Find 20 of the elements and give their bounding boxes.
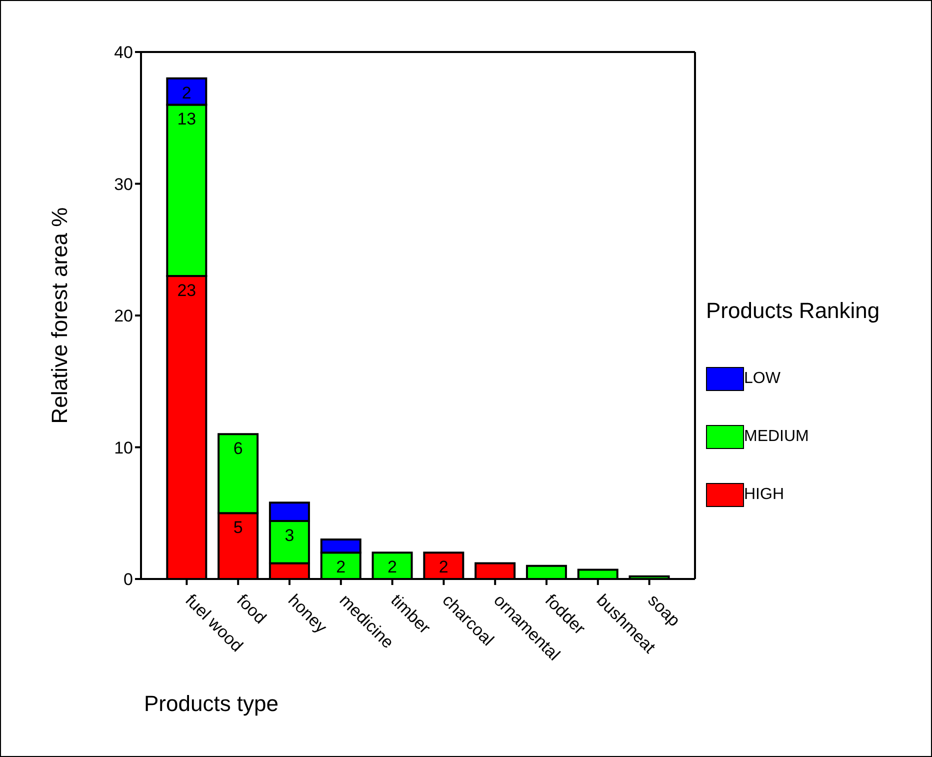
- data-label: 2: [438, 558, 448, 577]
- legend-label: HIGH: [744, 486, 784, 504]
- data-label: 2: [336, 558, 346, 577]
- y-tick-label: 20: [114, 306, 133, 326]
- y-tick-label: 40: [114, 43, 133, 62]
- data-label: 2: [388, 558, 397, 577]
- data-label: 23: [177, 280, 196, 300]
- y-tick-label: 30: [114, 174, 133, 194]
- legend-label: MEDIUM: [744, 428, 809, 446]
- y-tick-label: 10: [114, 438, 133, 458]
- data-label: 5: [233, 518, 243, 538]
- data-label: 6: [233, 439, 243, 458]
- legend-title: Products Ranking: [706, 298, 881, 324]
- data-label: 13: [177, 110, 196, 129]
- x-axis-title: Products type: [144, 691, 279, 717]
- data-label: 3: [284, 526, 294, 546]
- legend-label: LOW: [744, 370, 780, 388]
- y-tick-label: 0: [124, 570, 133, 590]
- data-label: 2: [182, 83, 192, 102]
- y-axis-title: Relative forest area %: [46, 207, 72, 424]
